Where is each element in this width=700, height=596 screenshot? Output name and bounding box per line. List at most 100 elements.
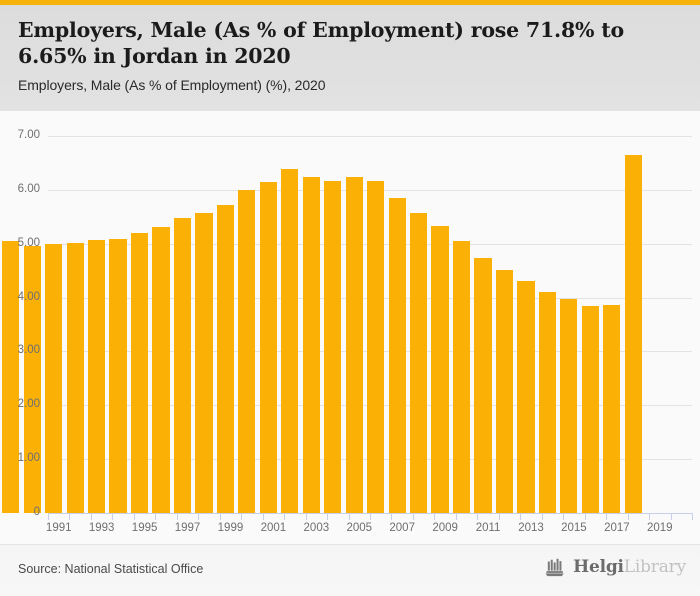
x-axis-tick-label: 2017 <box>604 522 630 534</box>
x-axis-tick <box>498 513 500 520</box>
source-note: Source: National Statistical Office <box>18 562 204 576</box>
x-axis-tick-label: 1999 <box>217 522 244 534</box>
x-axis-tick <box>327 513 329 520</box>
x-axis-tick <box>348 513 350 520</box>
library-building-icon <box>545 558 564 577</box>
bar[interactable] <box>474 258 492 513</box>
bars-group <box>0 136 700 513</box>
x-axis-tick <box>112 513 114 520</box>
x-axis-tick <box>477 513 479 520</box>
x-axis-tick <box>649 513 651 520</box>
x-axis-tick <box>606 513 608 520</box>
x-axis-tick <box>692 513 693 520</box>
y-axis-tick-label: 6.00 <box>17 182 40 195</box>
bar[interactable] <box>560 299 578 513</box>
chart-footer: Source: National Statistical Office Helg… <box>0 545 700 596</box>
chart-card: 7.00 6.00 5.00 4.00 3.00 2.00 1.00 0 1991 1993 19… <box>0 110 700 545</box>
x-axis-tick <box>520 513 522 520</box>
bar[interactable] <box>495 270 514 513</box>
x-axis-tick <box>370 513 371 520</box>
x-axis-tick-label: 1995 <box>131 522 158 534</box>
y-axis-tick-label: 0 <box>33 506 40 518</box>
y-axis-tick-label: 3.00 <box>17 344 40 357</box>
x-axis-tick <box>241 513 243 520</box>
x-axis-tick <box>284 513 286 520</box>
x-axis-tick <box>391 513 393 520</box>
bar[interactable] <box>238 189 256 513</box>
bar[interactable] <box>216 205 234 513</box>
bar[interactable] <box>23 245 41 513</box>
bar[interactable] <box>152 227 170 513</box>
y-axis-tick-label: 4.00 <box>17 290 40 303</box>
x-axis-tick-label: 2003 <box>303 522 330 534</box>
x-axis-tick-label: 2013 <box>518 522 544 534</box>
x-axis-tick <box>198 513 200 520</box>
x-axis-tick <box>627 513 629 520</box>
bar[interactable] <box>45 244 63 513</box>
x-axis-tick <box>219 513 221 520</box>
bar[interactable] <box>345 177 363 513</box>
bar[interactable] <box>452 241 471 513</box>
x-axis-tick-label: 2005 <box>346 522 373 534</box>
bar[interactable] <box>388 197 406 513</box>
x-axis-tick <box>155 513 157 520</box>
x-axis-tick-label: 1993 <box>88 522 115 534</box>
x-axis-tick <box>176 513 178 520</box>
x-axis-tick-label: 2009 <box>432 522 458 534</box>
page-subtitle: Employers, Male (As % of Employment) (%)… <box>18 77 326 93</box>
x-axis-tick <box>133 513 135 520</box>
helgi-library-logo[interactable]: HelgiLibrary <box>545 557 686 577</box>
x-axis-tick <box>48 513 49 520</box>
x-axis-tick-label: 1991 <box>45 522 72 534</box>
x-axis-tick <box>434 513 436 520</box>
x-axis-tick <box>584 513 586 520</box>
page-title: Employers, Male (As % of Employment) ros… <box>18 18 625 68</box>
x-axis-tick-label: 2019 <box>647 522 673 534</box>
bar[interactable] <box>109 239 127 513</box>
bar[interactable] <box>259 182 277 513</box>
x-axis-tick-label: 1997 <box>174 522 201 534</box>
bar[interactable] <box>410 213 428 513</box>
bar[interactable] <box>66 242 84 513</box>
bar[interactable] <box>624 154 642 513</box>
bar[interactable] <box>195 213 213 513</box>
bar[interactable] <box>324 180 342 513</box>
y-axis-tick-label: 2.00 <box>17 398 40 411</box>
x-axis-tick <box>90 513 92 520</box>
x-axis-tick <box>305 513 307 520</box>
x-axis-tick <box>412 513 414 520</box>
bar[interactable] <box>603 304 621 513</box>
x-axis-tick-label: 2001 <box>260 522 287 534</box>
x-axis-tick-label: 2011 <box>475 522 501 534</box>
x-axis-tick <box>455 513 457 520</box>
top-accent-bar <box>0 0 700 5</box>
bar[interactable] <box>517 280 535 513</box>
bar[interactable] <box>2 241 20 513</box>
gridline <box>48 136 692 137</box>
x-axis-tick <box>262 513 264 520</box>
bar[interactable] <box>538 291 556 513</box>
x-axis-tick <box>563 513 565 520</box>
y-axis-tick-label: 5.00 <box>17 236 40 249</box>
logo-text-helgi: Helgi <box>573 557 624 577</box>
bar[interactable] <box>130 233 149 513</box>
bar[interactable] <box>581 305 599 513</box>
logo-text-library: Library <box>623 557 686 577</box>
y-axis-tick-label: 1.00 <box>17 452 40 465</box>
y-axis-tick-label: 7.00 <box>17 129 40 141</box>
x-axis-tick-label: 2015 <box>561 522 587 534</box>
plot-area: 7.00 6.00 5.00 4.00 3.00 2.00 1.00 0 1991 1993 19… <box>0 111 700 546</box>
logo-text: HelgiLibrary <box>573 557 686 577</box>
x-axis-tick <box>670 513 672 520</box>
bar[interactable] <box>88 240 106 513</box>
bar[interactable] <box>302 177 320 513</box>
bar[interactable] <box>281 168 299 513</box>
x-axis-tick-label: 2007 <box>389 522 415 534</box>
bar[interactable] <box>431 225 449 513</box>
chart-header: Employers, Male (As % of Employment) ros… <box>0 5 700 110</box>
bar[interactable] <box>173 218 192 513</box>
bar[interactable] <box>367 180 385 513</box>
x-axis-tick <box>541 513 543 520</box>
x-axis-tick <box>69 513 71 520</box>
